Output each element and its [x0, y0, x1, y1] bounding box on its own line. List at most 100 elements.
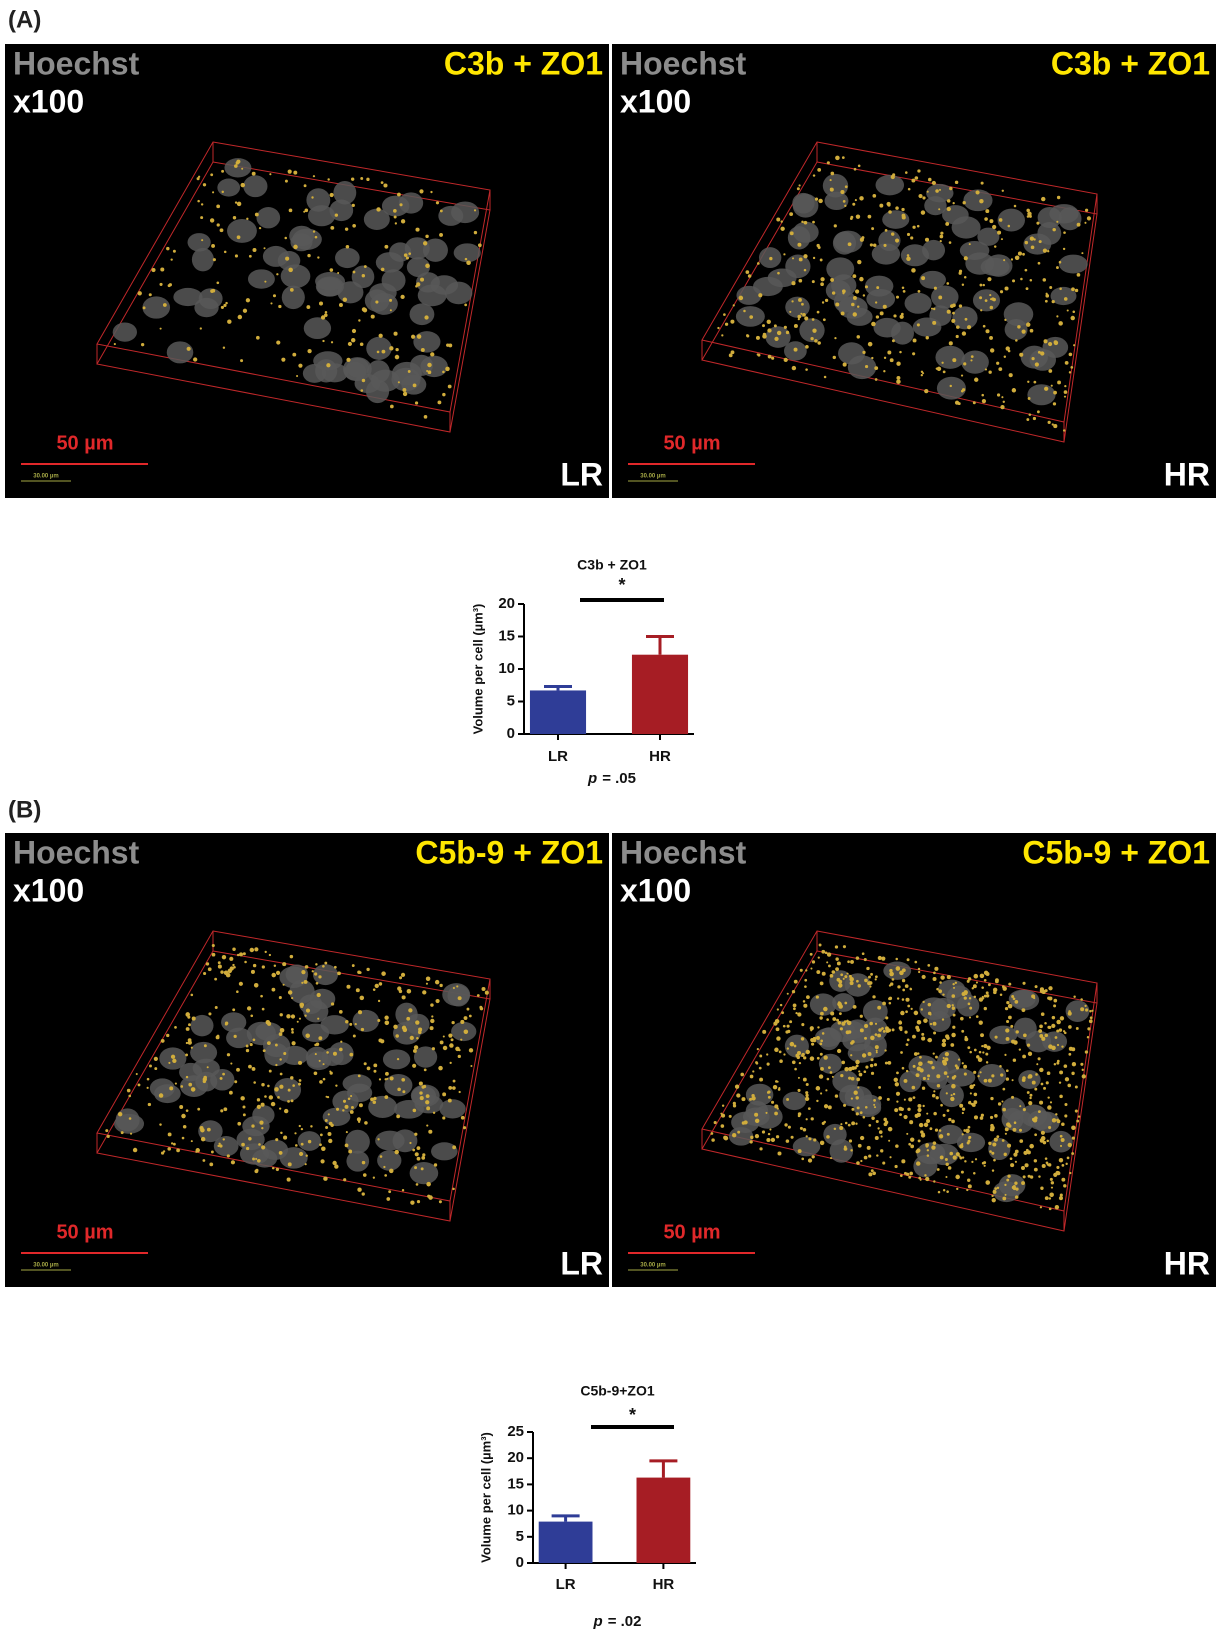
signal-dot [1042, 1164, 1046, 1168]
signal-dot [851, 303, 855, 307]
signal-dot [895, 958, 898, 961]
signal-dot [882, 1002, 886, 1006]
signal-dot [222, 1073, 225, 1076]
signal-dot [933, 1022, 937, 1026]
signal-dot [975, 190, 979, 194]
signal-dot [413, 384, 417, 388]
signal-dot [458, 996, 462, 1000]
signal-dot [869, 1022, 873, 1026]
signal-dot [894, 1108, 898, 1112]
signal-dot [812, 318, 815, 321]
signal-dot [1009, 373, 1013, 377]
signal-dot [803, 1000, 806, 1003]
signal-dot [394, 1150, 398, 1154]
signal-dot [179, 1105, 183, 1109]
signal-dot [873, 1104, 875, 1106]
signal-dot [1089, 1010, 1091, 1012]
signal-dot [989, 294, 991, 296]
signal-dot [233, 966, 236, 969]
signal-dot [235, 254, 238, 257]
signal-dot [218, 965, 222, 969]
signal-dot [835, 156, 840, 161]
signal-dot [1000, 405, 1004, 409]
signal-dot [811, 1117, 814, 1120]
signal-dot [1034, 1116, 1037, 1119]
signal-dot [762, 334, 766, 338]
signal-dot [1019, 1129, 1022, 1132]
signal-dot [1048, 421, 1051, 424]
signal-dot [844, 205, 846, 207]
signal-dot [243, 1113, 246, 1116]
signal-dot [857, 1106, 860, 1109]
nucleus [243, 175, 267, 197]
signal-dot [1010, 1025, 1013, 1028]
signal-dot [417, 1157, 421, 1161]
signal-dot [413, 1049, 417, 1053]
signal-dot [360, 342, 364, 346]
signal-dot [296, 375, 298, 377]
signal-dot [254, 983, 259, 988]
signal-dot [105, 1129, 108, 1132]
signal-dot [1049, 1197, 1051, 1199]
signal-dot [1004, 1054, 1006, 1056]
signal-dot [823, 1121, 826, 1124]
signal-dot [465, 258, 468, 261]
signal-dot [362, 274, 365, 277]
signal-dot [321, 1146, 326, 1151]
signal-dot [968, 1184, 972, 1188]
signal-dot [1051, 1181, 1054, 1184]
signal-dot [430, 191, 432, 193]
signal-dot [883, 1118, 887, 1122]
signal-dot [1063, 1184, 1066, 1187]
signal-dot [163, 303, 167, 307]
signal-dot [917, 1067, 921, 1071]
signal-dot [1071, 1072, 1074, 1075]
signal-dot [1014, 205, 1017, 208]
signal-dot [466, 260, 471, 265]
signal-dot [352, 329, 356, 333]
signal-dot [342, 1109, 344, 1111]
signal-dot [962, 284, 964, 286]
y-axis-label: Volume per cell (µm³) [470, 604, 485, 735]
nucleus [823, 174, 848, 198]
signal-dot [408, 1008, 412, 1012]
signal-dot [835, 967, 839, 971]
signal-dot [1077, 273, 1081, 277]
signal-dot [985, 299, 988, 302]
signal-dot [298, 364, 302, 368]
signal-dot [390, 309, 392, 311]
signal-dot [895, 1082, 899, 1086]
signal-dot [876, 1050, 878, 1052]
signal-dot [918, 1061, 923, 1066]
signal-dot [817, 1057, 820, 1060]
signal-dot [208, 1012, 211, 1015]
signal-dot [921, 210, 925, 214]
signal-dot [985, 1180, 990, 1185]
signal-dot [771, 1138, 775, 1142]
signal-dot [780, 1004, 782, 1006]
signal-dot [859, 277, 863, 281]
signal-dot [359, 971, 362, 974]
signal-dot [953, 1093, 955, 1095]
signal-dot [1003, 401, 1005, 403]
signal-dot [846, 973, 848, 975]
signal-dot [1052, 228, 1055, 231]
signal-dot [1012, 1079, 1014, 1081]
signal-dot [1029, 1097, 1031, 1099]
signal-dot [442, 1092, 446, 1096]
signal-dot [375, 984, 379, 988]
signal-dot [907, 233, 910, 236]
signal-dot [973, 984, 977, 988]
signal-dot [848, 1077, 851, 1080]
signal-dot [410, 1200, 414, 1204]
signal-dot [417, 1200, 420, 1203]
signal-dot [222, 955, 226, 959]
signal-dot [421, 348, 425, 352]
signal-dot [881, 956, 885, 960]
signal-dot [273, 294, 276, 297]
signal-dot [1054, 341, 1058, 345]
signal-dot [188, 1023, 191, 1026]
signal-dot [193, 357, 197, 361]
signal-dot [430, 352, 434, 356]
signal-dot [118, 1112, 122, 1116]
